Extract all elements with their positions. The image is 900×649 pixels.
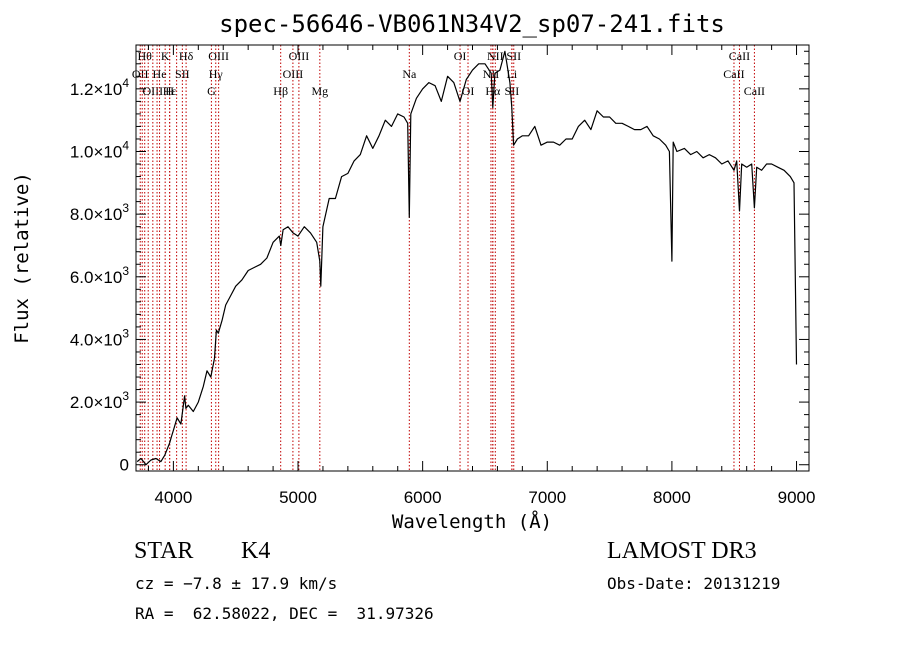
x-tick-label: 7000 <box>528 488 566 507</box>
spectral-line-markers: OIIHθOIIIHeKHHεSIIHδGHγOIIIHβOIIIOIIIMgN… <box>132 45 765 471</box>
y-tick-label: 8.0×103 <box>70 201 129 224</box>
line-marker-label: OIII <box>283 67 304 81</box>
line-marker-label: Mg <box>311 84 328 98</box>
y-tick-exponent: 3 <box>122 264 129 278</box>
axis-ticks <box>136 45 809 471</box>
line-marker-label: K <box>161 49 170 63</box>
line-marker-label: Li <box>507 67 518 81</box>
spectrum-line <box>136 50 798 466</box>
x-tick-label: 5000 <box>279 488 317 507</box>
object-subclass: K4 <box>241 538 271 564</box>
y-tick-label: 4.0×103 <box>70 326 129 349</box>
line-marker-label: Hγ <box>209 67 224 81</box>
y-tick-mantissa: 1.0×10 <box>70 143 122 162</box>
line-marker-label: Hβ <box>273 84 288 98</box>
y-tick-label: 2.0×103 <box>70 389 129 412</box>
y-tick-mantissa: 0 <box>120 456 129 475</box>
line-marker-label: OI <box>454 49 467 63</box>
y-tick-mantissa: 2.0×10 <box>70 393 122 412</box>
object-class: STAR <box>134 538 194 564</box>
line-marker-label: OIII <box>208 49 229 63</box>
plot-frame <box>135 44 810 472</box>
x-tick-label: 8000 <box>653 488 691 507</box>
y-tick-mantissa: 4.0×10 <box>70 330 122 349</box>
line-marker-label: CaII <box>744 84 765 98</box>
y-tick-exponent: 3 <box>122 389 129 403</box>
y-tick-exponent: 3 <box>122 326 129 340</box>
y-tick-labels: 02.0×1034.0×1036.0×1038.0×1031.0×1041.2×… <box>70 76 129 475</box>
y-tick-exponent: 4 <box>122 139 129 153</box>
chart-title: spec-56646-VB061N34V2_sp07-241.fits <box>219 10 725 38</box>
x-tick-labels: 4000 5000 6000 7000 8000 9000 <box>154 488 815 507</box>
coordinates: RA = 62.58022, DEC = 31.97326 <box>135 604 434 623</box>
y-tick-label: 0 <box>120 456 129 475</box>
y-tick-label: 1.2×104 <box>70 76 129 99</box>
plot-area <box>136 50 798 466</box>
line-marker-label: OI <box>462 84 475 98</box>
x-tick-label: 9000 <box>778 488 816 507</box>
line-marker-label: OIII <box>289 49 310 63</box>
y-tick-exponent: 3 <box>122 201 129 215</box>
x-axis-title: Wavelength (Å) <box>392 510 552 533</box>
line-marker-label: SII <box>506 49 521 63</box>
line-marker-label: OIII <box>142 84 163 98</box>
line-marker-label: Hε <box>163 84 177 98</box>
survey-name: LAMOST DR3 <box>607 538 757 564</box>
line-marker-label: G <box>207 84 216 98</box>
y-tick-mantissa: 8.0×10 <box>70 205 122 224</box>
line-marker-label: He <box>153 67 167 81</box>
x-tick-label: 4000 <box>154 488 192 507</box>
x-tick-label: 6000 <box>404 488 442 507</box>
line-marker-label: CaII <box>723 67 744 81</box>
line-marker-label: NII <box>487 49 504 63</box>
line-marker-label: Na <box>402 67 417 81</box>
y-tick-mantissa: 6.0×10 <box>70 268 122 287</box>
y-tick-exponent: 4 <box>122 76 129 90</box>
line-marker-label: SII <box>175 67 190 81</box>
y-tick-label: 6.0×103 <box>70 264 129 287</box>
y-tick-label: 1.0×104 <box>70 139 129 162</box>
y-tick-mantissa: 1.2×10 <box>70 80 122 99</box>
line-marker-label: Hα <box>485 84 501 98</box>
y-axis-title: Flux (relative) <box>11 172 33 344</box>
line-marker-label: CaII <box>729 49 750 63</box>
line-marker-label: Hδ <box>179 49 194 63</box>
line-marker-label: OII <box>132 67 149 81</box>
redshift-velocity: cz = −7.8 ± 17.9 km/s <box>135 574 338 593</box>
observation-date: Obs-Date: 20131219 <box>607 574 781 593</box>
